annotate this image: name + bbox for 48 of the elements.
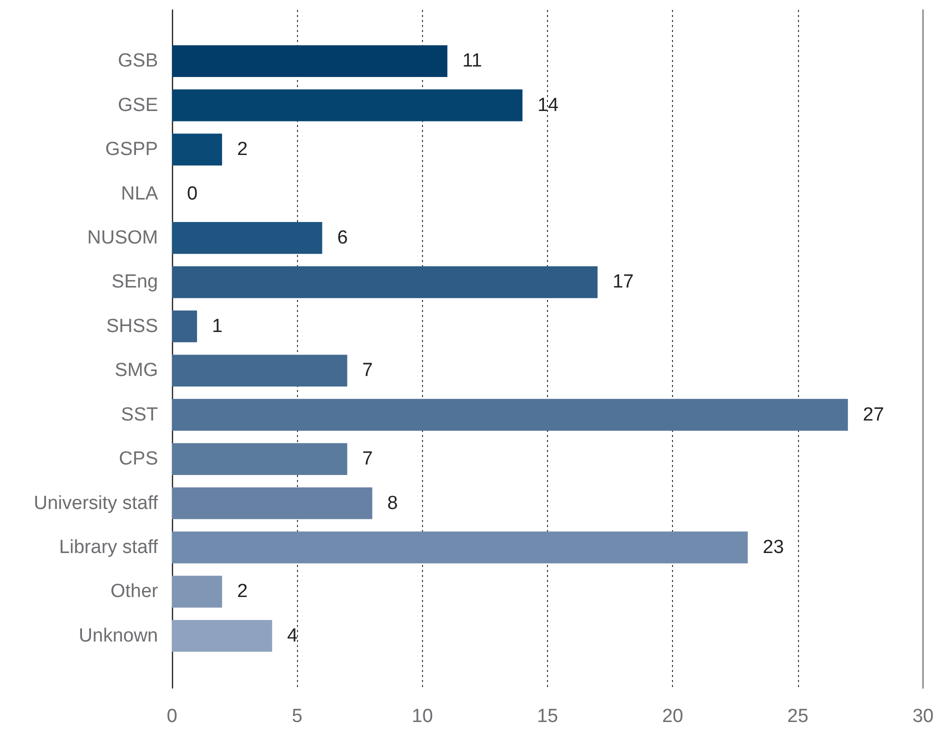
- bar: [172, 134, 222, 166]
- data-label: 23: [762, 536, 784, 558]
- x-tick-label: 0: [166, 706, 178, 727]
- bar: [172, 398, 848, 431]
- x-tick-label: 5: [292, 706, 302, 727]
- x-tick-label: 25: [787, 706, 808, 727]
- bar: [172, 443, 348, 475]
- data-label: 7: [362, 448, 373, 470]
- data-label: 4: [287, 625, 298, 646]
- bar: [172, 487, 372, 520]
- data-label: 14: [537, 94, 560, 116]
- y-tick-label: University staff: [34, 492, 159, 514]
- y-tick-label: GSB: [118, 50, 158, 72]
- bar: [172, 266, 598, 298]
- y-tick-label: NUSOM: [87, 227, 158, 248]
- y-tick-label: GSPP: [105, 139, 158, 160]
- x-tick-label: 30: [912, 706, 934, 727]
- data-label: 7: [362, 360, 373, 382]
- x-tick-label: 20: [662, 706, 684, 727]
- bar: [172, 620, 272, 652]
- bar: [172, 310, 198, 342]
- y-tick-label: Other: [110, 581, 159, 602]
- data-label: 27: [862, 404, 884, 426]
- bar: [172, 532, 748, 564]
- data-label: 17: [612, 272, 634, 293]
- y-tick-label: NLA: [121, 183, 158, 204]
- y-tick-label: Unknown: [78, 625, 158, 646]
- y-tick-label: GSE: [118, 94, 158, 116]
- bar: [172, 45, 448, 78]
- data-label: 11: [462, 50, 482, 72]
- bar: [172, 354, 348, 387]
- bar: [172, 576, 222, 608]
- data-label: 6: [337, 227, 348, 248]
- data-label: 0: [187, 183, 198, 204]
- data-label: 8: [387, 492, 398, 514]
- y-tick-label: CPS: [118, 448, 158, 470]
- data-label: 2: [237, 581, 248, 602]
- data-label: 1: [212, 316, 223, 337]
- y-tick-label: SHSS: [106, 316, 158, 337]
- y-tick-label: SMG: [114, 360, 158, 382]
- y-tick-label: SEng: [112, 272, 158, 293]
- x-tick-label: 15: [536, 706, 558, 727]
- y-tick-label: Library staff: [59, 536, 159, 558]
- bar: [172, 222, 322, 254]
- data-label: 2: [237, 139, 248, 160]
- bar: [172, 89, 522, 122]
- x-tick-label: 10: [412, 706, 433, 727]
- y-tick-label: SST: [121, 404, 158, 426]
